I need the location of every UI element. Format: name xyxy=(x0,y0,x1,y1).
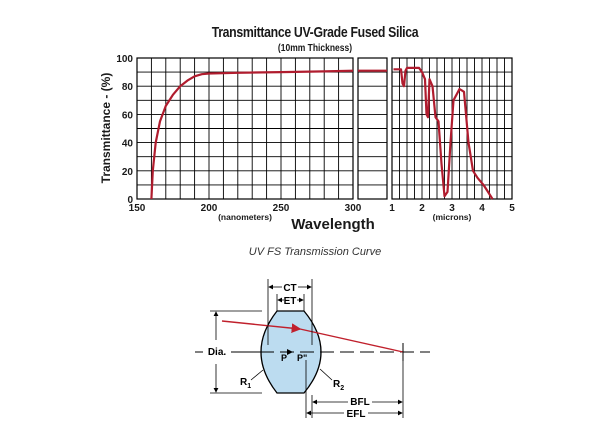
y-axis-label: Transmittance - (%) xyxy=(99,73,113,184)
x-tick-label: 200 xyxy=(201,203,218,214)
x-tick-label: 4 xyxy=(479,203,485,214)
chart-caption: UV FS Transmission Curve xyxy=(248,246,382,258)
y-tick-label: 40 xyxy=(122,139,134,150)
chart-subtitle: (10mm Thickness) xyxy=(277,43,353,54)
y-tick-label: 100 xyxy=(116,54,133,65)
y-tick-label: 80 xyxy=(122,82,134,93)
x-tick-label: 250 xyxy=(273,203,290,214)
x-tick-label: 3 xyxy=(449,203,455,214)
x-unit-label: (microns) xyxy=(433,212,472,222)
transmittance-line-2 xyxy=(393,66,494,200)
y-tick-label: 60 xyxy=(122,110,134,121)
y-tick-label: 20 xyxy=(122,167,134,178)
x-tick-label: 150 xyxy=(129,203,146,214)
x-tick-label: 300 xyxy=(345,203,362,214)
x-tick-label: 1 xyxy=(389,203,395,214)
x-axis-label: Wavelength xyxy=(291,216,375,233)
transmittance-line-0 xyxy=(150,69,354,200)
x-tick-label: 5 xyxy=(509,203,515,214)
chart-title: Transmittance UV-Grade Fused Silica xyxy=(211,24,419,41)
y-tick-label: 0 xyxy=(127,195,133,206)
x-unit-label: (nanometers) xyxy=(218,212,272,222)
x-tick-label: 2 xyxy=(419,203,425,214)
